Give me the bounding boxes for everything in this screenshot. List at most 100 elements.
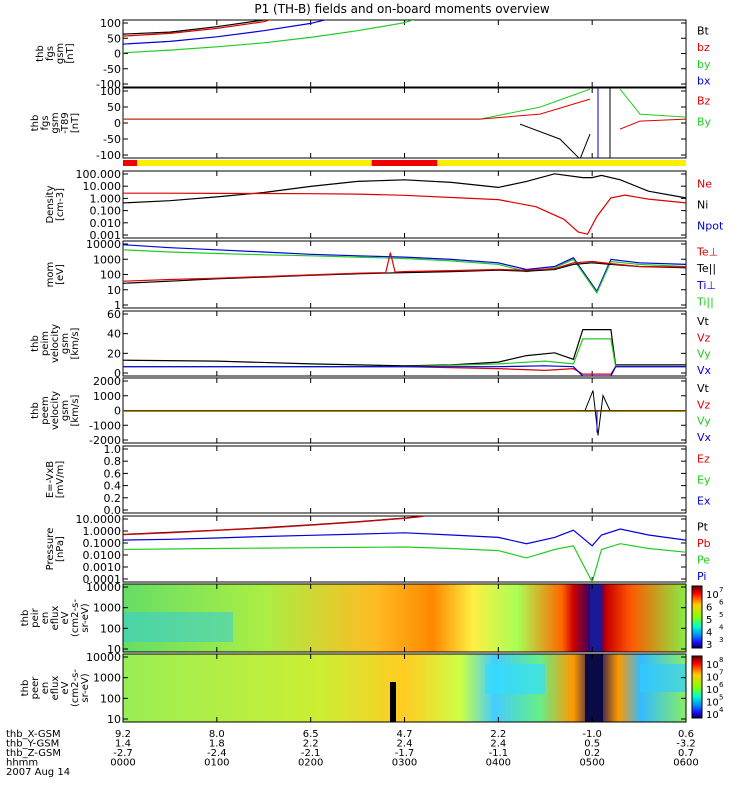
series-Vy (123, 338, 686, 368)
y-tick-label: 0.4 (104, 480, 122, 493)
y-axis-label: gsm (60, 333, 71, 354)
y-axis-label: [eV] (55, 264, 66, 285)
y-tick-label: -100 (96, 149, 121, 162)
y-axis-label: fgs (40, 115, 51, 130)
y-tick-label: 0 (114, 367, 121, 380)
colorbar-tick-exponent: 7 (719, 586, 723, 594)
y-tick-label: 10.0000 (76, 513, 122, 526)
dropout-band (590, 584, 602, 652)
y-axis-label: thb (30, 115, 41, 132)
series-by (123, 20, 415, 54)
y-tick-label: 1000 (93, 390, 121, 403)
ephemeris-row-label: thb_X-GSM (6, 729, 61, 740)
panel-frame (122, 170, 687, 239)
y-axis-label: thb (20, 610, 31, 627)
cold-region (123, 612, 233, 642)
y-axis-label: [mV/m] (55, 461, 66, 499)
y-tick-label: 0.0 (104, 504, 122, 517)
colorbar-tick-label: 10 (706, 685, 719, 696)
ephemeris-value: 0.2 (584, 748, 600, 759)
y-axis-label: thb (35, 45, 46, 62)
legend-entry: Ne (697, 178, 712, 191)
colorbar-tick-label: 3 (706, 640, 712, 651)
colorbar (691, 655, 703, 719)
y-tick-label: 0.0010 (83, 561, 122, 574)
y-tick-label: 10000 (86, 651, 121, 664)
y-axis-label: (cm2-s- (70, 599, 81, 637)
y-tick-label: 1.000 (90, 192, 122, 205)
legend-entry: Npot (697, 220, 724, 233)
y-tick-label: 0.100 (90, 205, 122, 218)
y-tick-label: 0.0100 (83, 549, 122, 562)
colorbar-tick-exponent: 6 (719, 681, 724, 689)
legend-entry: Vy (697, 415, 711, 428)
y-axis-label: E=-VxB (45, 461, 56, 498)
y-tick-label: 1000 (93, 602, 121, 615)
y-tick-label: -50 (103, 63, 121, 76)
y-tick-label: 2000 (93, 375, 121, 388)
series-By (123, 88, 591, 120)
series-Vx (123, 365, 686, 376)
colorbar-tick-label: 4 (706, 628, 712, 639)
y-tick-label: 10.000 (83, 180, 122, 193)
y-tick-label: 50 (107, 101, 121, 114)
ephemeris-value: 2.2 (490, 729, 506, 740)
legend-entry: By (697, 116, 712, 129)
ephemeris-value: 6.5 (303, 729, 319, 740)
y-tick-label: 100 (100, 17, 121, 30)
legend-entry: bx (697, 75, 711, 88)
panel-p5: 60 40 20 0 thb peim velocity gsm [km/s] Vt Vz Vy Vx (30, 308, 712, 380)
figure-title: P1 (TH-B) fields and on-board moments ov… (254, 2, 550, 16)
y-axis-label: Density (45, 185, 56, 223)
legend-entry: Te⊥ (696, 245, 718, 258)
colorbar-tick-label: 10 (706, 673, 719, 684)
series-bx (123, 20, 328, 45)
ephemeris-row-label: hhmm (6, 758, 38, 769)
ephemeris-value: 0.5 (584, 739, 600, 750)
y-axis-label: thb (30, 402, 41, 419)
y-axis-label: peem (40, 396, 51, 424)
panel-p7: 1.00.80.60.40.20.0 E=-VxB [mV/m] Ez Ey Ex (45, 443, 711, 517)
y-tick-label: 0 (114, 405, 121, 418)
y-axis-label: thb (30, 335, 41, 352)
legend-entry: Ex (697, 495, 711, 508)
y-tick-label: 100 (100, 692, 121, 705)
ephemeris-value: 0300 (392, 758, 417, 769)
panel-p6: 2000 1000 0-1000 -2000 thb peem velocity gsm [km… (30, 375, 712, 447)
legend-entry: Vy (697, 348, 711, 361)
y-tick-label: 10000 (86, 238, 121, 251)
y-axis-label: en (40, 612, 51, 625)
gap-band (390, 682, 396, 722)
y-axis-label: [km/s] (70, 394, 81, 426)
series-Ti|| (123, 249, 686, 295)
colorbar-tick-exponent: 4 (719, 624, 724, 632)
series-Bt (519, 123, 591, 158)
ephemeris-row-label: thb_Y-GSM (6, 739, 59, 750)
colorbar-tick-exponent: 4 (719, 706, 724, 714)
legend-entry: Te|| (696, 262, 716, 275)
y-axis-label: velocity (50, 324, 61, 363)
ephemeris-value: -1.0 (582, 729, 602, 740)
y-axis-label: sr-eV) (80, 673, 91, 702)
y-axis-label: thb (20, 680, 31, 697)
y-axis-label: gsm (60, 400, 71, 421)
ephemeris-value: 0.7 (678, 748, 694, 759)
colorbar-tick-label: 10 (706, 660, 719, 671)
colorbar-tick-exponent: 7 (719, 669, 723, 677)
ephemeris-value: 2.4 (397, 739, 413, 750)
y-axis-label: eflux (50, 606, 61, 631)
series-Bz (619, 118, 686, 130)
y-tick-label: 1 (114, 299, 121, 312)
legend-entry: Ey (697, 474, 711, 487)
ephemeris-value: 0200 (298, 758, 323, 769)
ephemeris-value: 0400 (486, 758, 511, 769)
ephemeris-value: -2.1 (301, 748, 321, 759)
ephemeris-value: 2.2 (303, 739, 319, 750)
y-tick-label: 10000 (86, 581, 121, 594)
legend-entry: Ti|| (696, 296, 714, 309)
colorbar-tick-exponent: 8 (719, 656, 723, 664)
legend-entry: Ni (697, 199, 708, 212)
